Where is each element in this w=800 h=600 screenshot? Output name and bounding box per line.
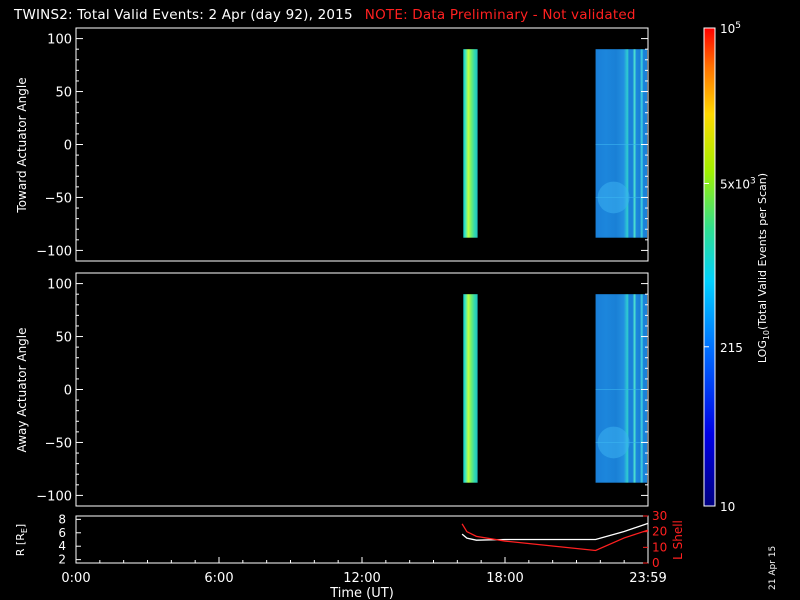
colorbar-tick-label: 215: [720, 341, 743, 355]
colorbar: 105 5x103 215 10 LOG10(Total Valid Events p…: [703, 21, 771, 514]
ytick-label: 0: [64, 139, 72, 154]
ytick-label: 100: [47, 33, 72, 48]
r-tick-label: 4: [58, 539, 66, 553]
ytick-label: 100: [47, 278, 72, 293]
ytick-label: −50: [45, 191, 72, 206]
r-axis-label: R [RE]: [14, 524, 29, 556]
lshell-tick-label: 10: [652, 540, 667, 554]
toward-angle-panel: 100 50 0 −50 −100 Toward Actuator Angle: [15, 27, 649, 262]
colorbar-tick-label: 10: [720, 500, 735, 514]
lshell-tick-label: 0: [652, 556, 660, 570]
xtick-label: 0:00: [61, 571, 90, 586]
r-tick-label: 2: [58, 553, 66, 567]
x-axis-label: Time (UT): [329, 586, 394, 600]
toward-panel-frame: [75, 27, 649, 262]
toward-ylabel: Toward Actuator Angle: [15, 77, 29, 213]
xtick-label: 23:59: [629, 571, 666, 586]
lshell-axis-label: L Shell: [671, 520, 685, 560]
xtick-label: 18:00: [486, 571, 523, 586]
ytick-label: 50: [55, 86, 72, 101]
ytick-label: 50: [55, 331, 72, 346]
colorbar-label: LOG10(Total Valid Events per Scan): [756, 173, 771, 363]
ytick-label: 0: [64, 384, 72, 399]
away-ylabel: Away Actuator Angle: [15, 327, 29, 452]
colorbar-tick-label: 105: [720, 21, 741, 36]
date-stamp: 21 Apr 15: [768, 545, 778, 590]
r-series-line: [461, 522, 649, 541]
ytick-label: −100: [36, 244, 72, 259]
lshell-series-line: [461, 523, 649, 552]
xtick-label: 12:00: [343, 571, 380, 586]
ytick-label: −50: [45, 436, 72, 451]
away-angle-panel: 100 50 0 −50 −100 Away Actuator Angle: [15, 272, 649, 507]
plot-title-row: TWINS2: Total Valid Events: 2 Apr (day 9…: [14, 7, 636, 23]
colorbar-tick-label: 5x103: [720, 176, 756, 191]
away-panel-frame: [75, 272, 649, 507]
colorbar-gradient: [703, 27, 716, 507]
lshell-tick-label: 20: [652, 525, 667, 539]
plot-title: TWINS2: Total Valid Events: 2 Apr (day 9…: [14, 7, 353, 23]
heatmap-block: [463, 49, 478, 238]
preliminary-note: NOTE: Data Preliminary - Not validated: [364, 7, 636, 23]
r-tick-label: 6: [58, 526, 66, 540]
xtick-label: 6:00: [204, 571, 233, 586]
ytick-label: −100: [36, 489, 72, 504]
r-tick-label: 8: [58, 512, 66, 526]
lshell-tick-label: 30: [652, 509, 667, 523]
heatmap-block: [463, 294, 478, 483]
